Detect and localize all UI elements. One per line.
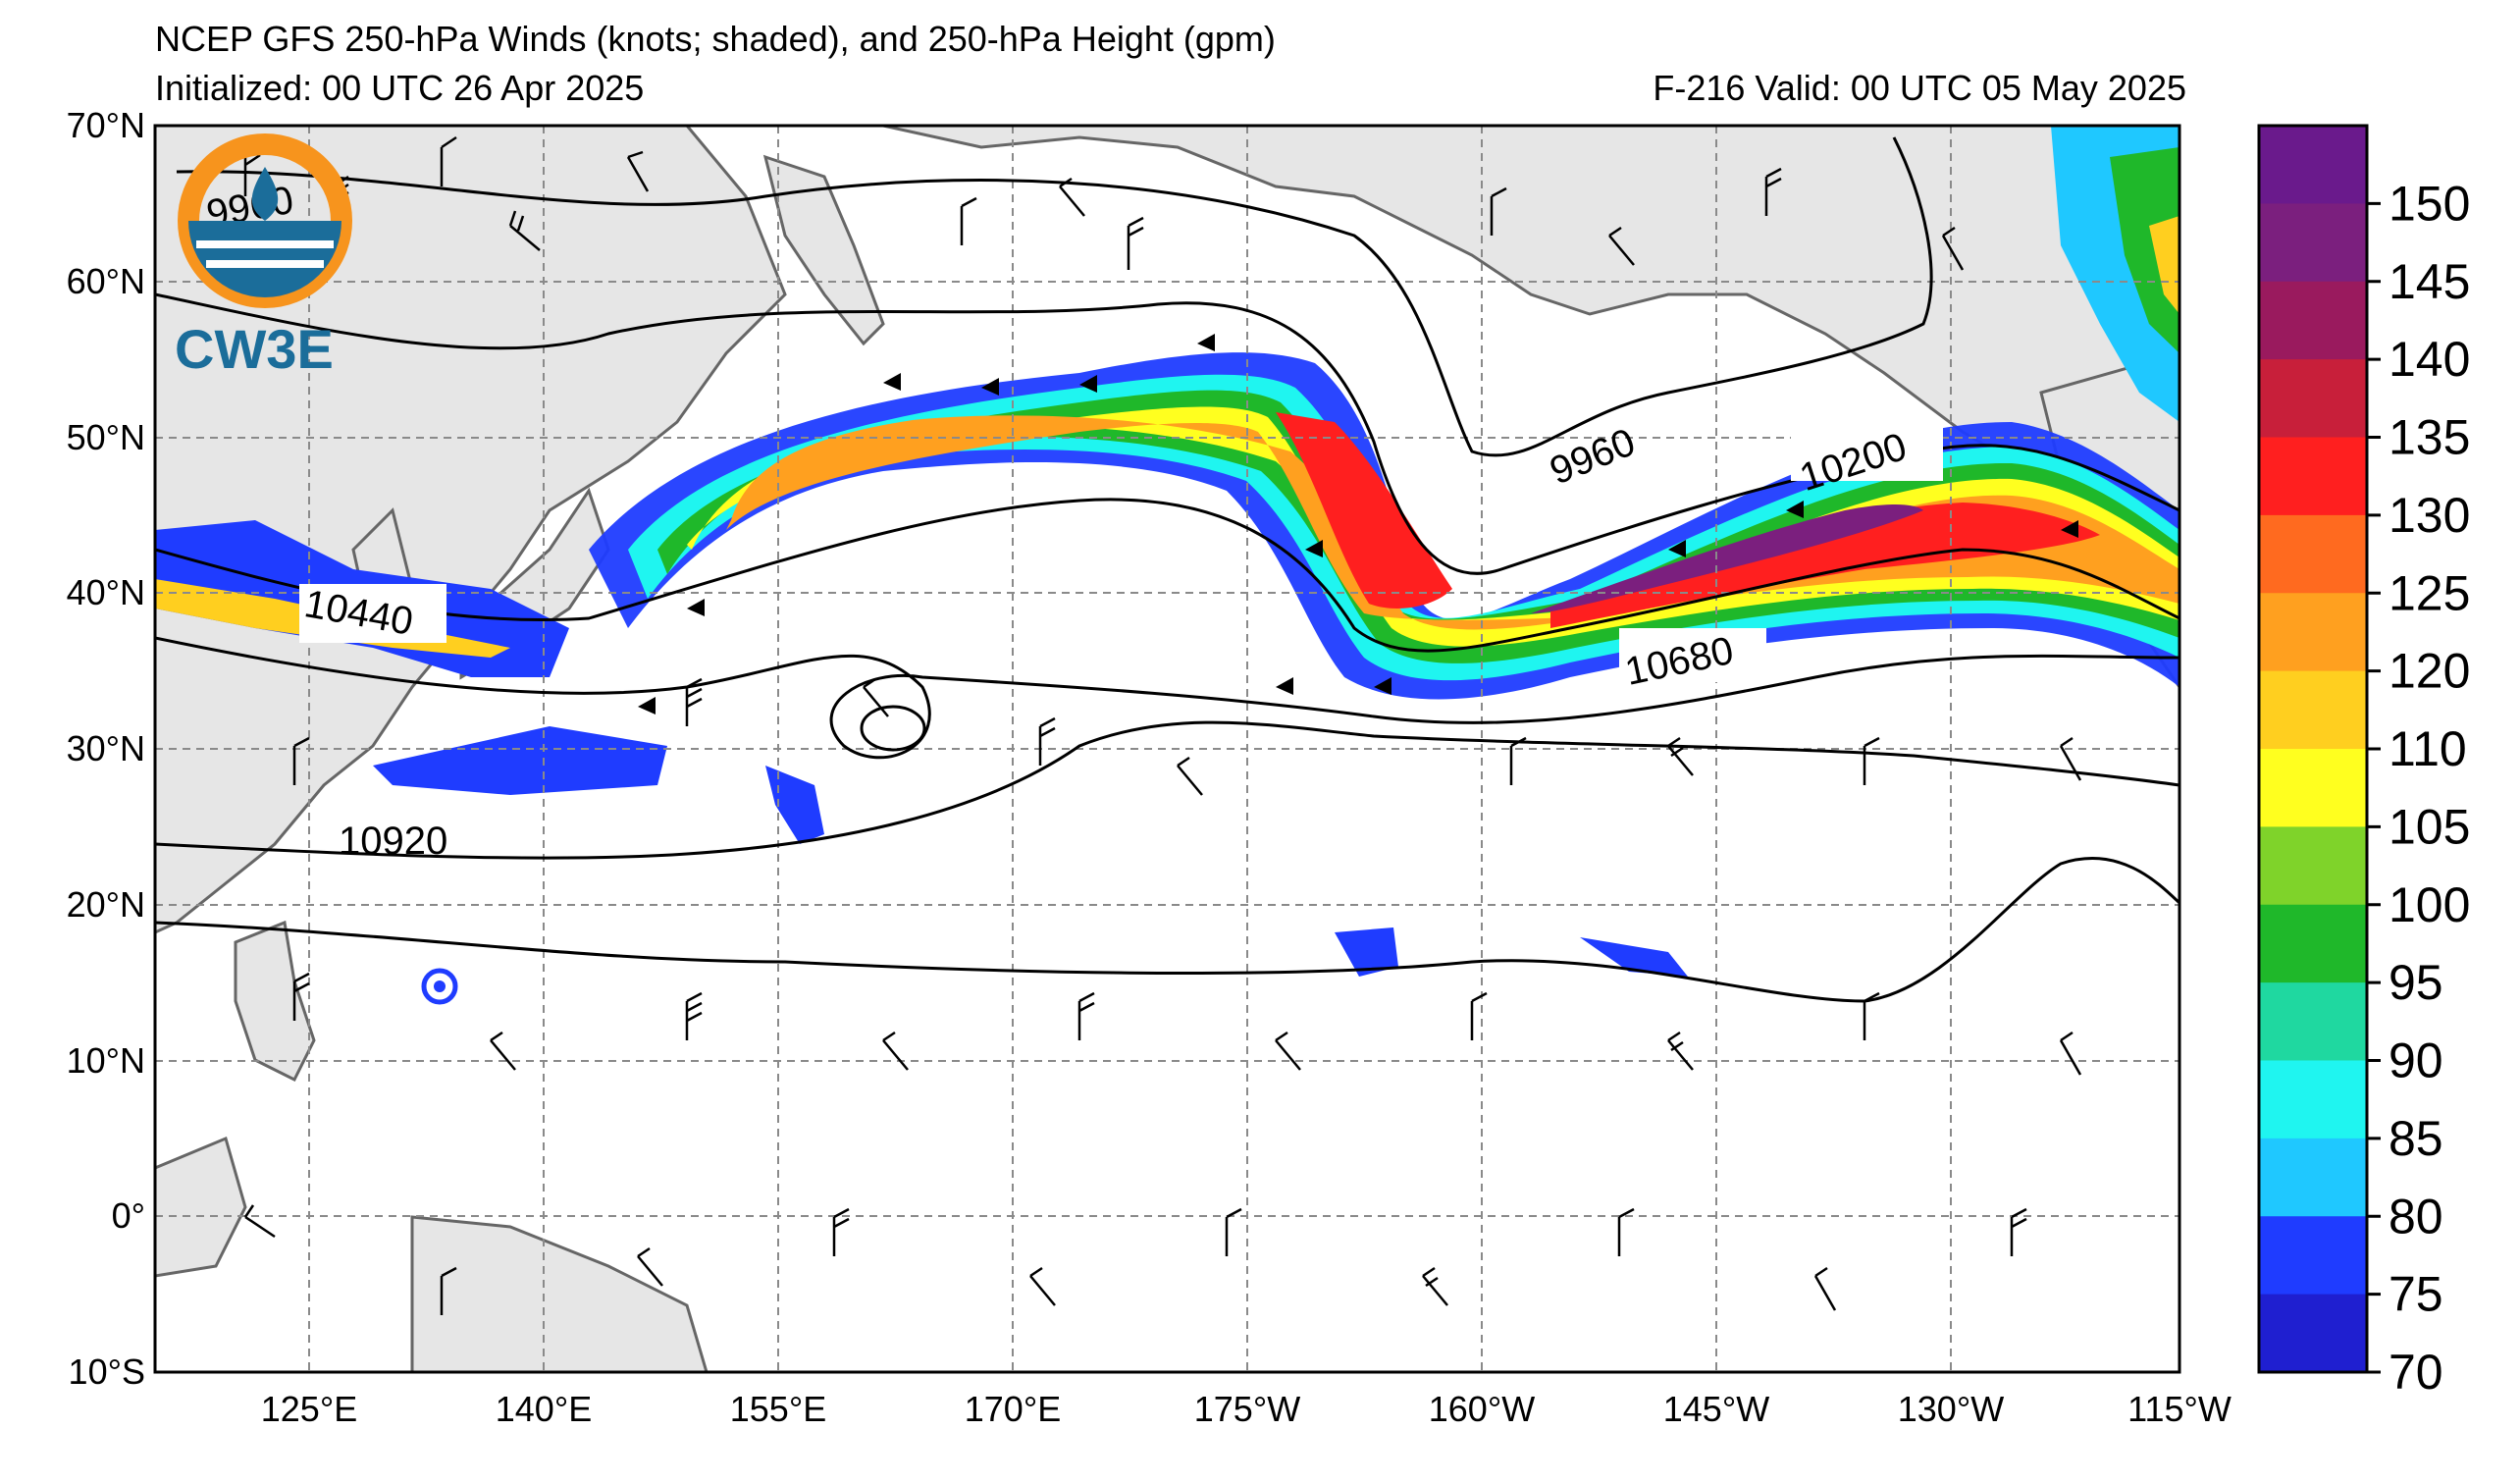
colorbar-tick-label: 90 — [2389, 1033, 2443, 1088]
lat-label: 30°N — [67, 728, 145, 768]
colorbar-swatch — [2259, 826, 2367, 906]
colorbar-tick-label: 110 — [2389, 721, 2467, 776]
contour-10680 — [155, 636, 2179, 760]
lat-label: 10°S — [69, 1351, 145, 1392]
colorbar-swatch — [2259, 281, 2367, 360]
lon-label: 145°W — [1663, 1389, 1769, 1429]
colorbar-swatch — [2259, 126, 2367, 204]
colorbar-tick-label: 75 — [2389, 1267, 2443, 1322]
colorbar-swatch — [2259, 1294, 2367, 1373]
contour-10980 — [155, 857, 2179, 1003]
lon-label: 140°E — [496, 1389, 592, 1429]
lat-label: 60°N — [67, 261, 145, 301]
lon-label: 115°W — [2127, 1389, 2231, 1429]
contour-10920 — [155, 720, 2179, 860]
lon-label: 170°E — [965, 1389, 1061, 1429]
colorbar-swatch — [2259, 1138, 2367, 1217]
colorbar-tick-label: 80 — [2389, 1189, 2443, 1244]
gridlines — [155, 126, 2179, 1372]
colorbar-swatch — [2259, 982, 2367, 1061]
lon-label: 130°W — [1898, 1389, 2004, 1429]
contour-closed-low — [860, 705, 926, 752]
colorbar-swatch — [2259, 749, 2367, 827]
init-time: Initialized: 00 UTC 26 Apr 2025 — [155, 68, 645, 108]
map-panel: 9960 9960 10200 10440 10680 10920 — [155, 126, 2179, 1372]
land-philippines — [234, 920, 316, 1083]
speed-patch-4 — [1580, 937, 1688, 977]
jet-purple — [1531, 504, 1923, 613]
lon-label: 160°W — [1429, 1389, 1535, 1429]
speed-patch-ne-yellow — [2149, 216, 2179, 314]
typhoon-symbol — [421, 968, 458, 1005]
contour-10440 — [155, 498, 2179, 653]
colorbar-swatch — [2259, 514, 2367, 594]
map-title: NCEP GFS 250-hPa Winds (knots; shaded), … — [155, 19, 1276, 59]
colorbar: 150 145 140 135 130 125 120 110 105 100 95 90 85 80 75… — [2257, 124, 2470, 1400]
colorbar-tick-label: 150 — [2389, 176, 2470, 231]
colorbar-swatch — [2259, 670, 2367, 750]
lat-axis: 70°N 60°N 50°N 40°N 30°N 20°N 10°N 0° 10… — [67, 105, 145, 1392]
lon-label: 125°E — [261, 1389, 357, 1429]
lat-label: 20°N — [67, 884, 145, 925]
colorbar-swatch — [2259, 1060, 2367, 1139]
land-borneo — [155, 1136, 247, 1278]
lon-label: 175°W — [1194, 1389, 1300, 1429]
lat-label: 40°N — [67, 572, 145, 612]
lon-label: 155°E — [730, 1389, 826, 1429]
colorbar-swatch — [2259, 904, 2367, 983]
contour-label: 10920 — [339, 820, 447, 863]
valid-time: F-216 Valid: 00 UTC 05 May 2025 — [1653, 68, 2186, 108]
jet-yellow — [687, 406, 2179, 647]
cw3e-logo-icon: CW3E — [175, 133, 352, 380]
lon-axis: 125°E 140°E 155°E 170°E 175°W 160°W 145°… — [261, 1389, 2231, 1429]
map-frame — [153, 124, 2181, 1374]
colorbar-tick-label: 125 — [2389, 565, 2470, 620]
colorbar-swatch — [2259, 437, 2367, 516]
lat-label: 10°N — [67, 1040, 145, 1081]
colorbar-tick-label: 145 — [2389, 254, 2470, 309]
lat-label: 70°N — [67, 105, 145, 145]
colorbar-tick-label: 85 — [2389, 1111, 2443, 1166]
colorbar-tick-label: 95 — [2389, 955, 2443, 1010]
colorbar-tick-label: 120 — [2389, 644, 2470, 699]
colorbar-swatch — [2259, 1216, 2367, 1296]
colorbar-tick-label: 140 — [2389, 332, 2470, 387]
colorbar-swatch — [2259, 359, 2367, 438]
jet-red — [1276, 412, 2100, 628]
colorbar-tick-label: 100 — [2389, 877, 2470, 932]
speed-patch-ne-green — [2110, 147, 2179, 353]
colorbar-tick-label: 135 — [2389, 410, 2470, 465]
colorbar-swatch — [2259, 593, 2367, 672]
speed-patch-1 — [373, 726, 667, 795]
land-new-guinea — [410, 1215, 709, 1372]
colorbar-swatch — [2259, 203, 2367, 283]
wind-barbs — [243, 135, 2082, 1315]
colorbar-tick-label: 105 — [2389, 799, 2470, 854]
speed-patch-3 — [1335, 927, 1398, 977]
speed-patch-2 — [765, 766, 824, 844]
lat-label: 50°N — [67, 417, 145, 457]
logo-text: CW3E — [175, 318, 334, 380]
colorbar-tick-label: 130 — [2389, 488, 2470, 543]
contour-9960 — [176, 136, 1933, 457]
lat-label: 0° — [112, 1195, 145, 1236]
colorbar-tick-label: 70 — [2389, 1345, 2443, 1400]
